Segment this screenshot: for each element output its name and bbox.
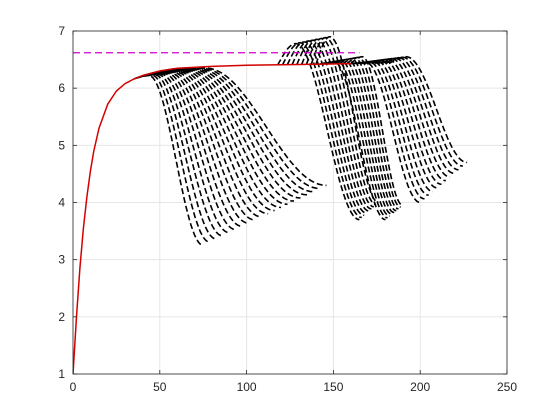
family-1-curve xyxy=(155,70,275,212)
y-tick-label: 5 xyxy=(58,138,65,152)
x-tick-label: 100 xyxy=(237,380,257,394)
y-tick-label: 4 xyxy=(58,196,65,210)
x-tick-label: 0 xyxy=(70,380,77,394)
family-3-curve xyxy=(327,59,391,217)
main-curve xyxy=(73,62,351,374)
family-1-curve xyxy=(147,72,249,225)
family-2-curve xyxy=(310,36,377,206)
family-4-curve xyxy=(388,55,468,164)
family-1-curve xyxy=(149,71,256,221)
family-3-curve xyxy=(350,55,404,207)
x-tick-label: 150 xyxy=(323,380,343,394)
family-1-curve xyxy=(167,68,314,193)
y-tick-label: 1 xyxy=(58,367,65,381)
x-tick-label: 50 xyxy=(153,380,167,394)
family-3-curve xyxy=(346,56,401,208)
family-1-curve xyxy=(143,72,236,231)
plot-area: 0 50 100 150 200 250 1 2 3 4 5 6 7 xyxy=(58,24,517,394)
y-tick-label: 2 xyxy=(58,310,65,324)
y-tick-label: 3 xyxy=(58,253,65,267)
x-tick-label: 250 xyxy=(497,380,517,394)
family-3-curve xyxy=(334,58,395,214)
family-1-curve xyxy=(171,67,327,187)
family-2-curve xyxy=(286,41,365,217)
x-tick-label: 200 xyxy=(410,380,430,394)
family-3-curve xyxy=(323,60,388,219)
family-1-curve xyxy=(145,72,243,228)
y-tick-label: 7 xyxy=(58,24,65,38)
family-3-curve xyxy=(338,57,397,212)
family-2-curve xyxy=(300,38,372,210)
family-3-curve xyxy=(330,59,393,216)
family-3-curve xyxy=(342,57,399,210)
family-2-curve xyxy=(277,42,360,221)
family-2-curve xyxy=(281,41,362,219)
family-2-curve xyxy=(305,37,374,208)
y-tick-label: 6 xyxy=(58,81,65,95)
family-2-curve xyxy=(296,39,370,212)
family-2-curve xyxy=(291,40,367,214)
data-layer xyxy=(73,35,468,374)
